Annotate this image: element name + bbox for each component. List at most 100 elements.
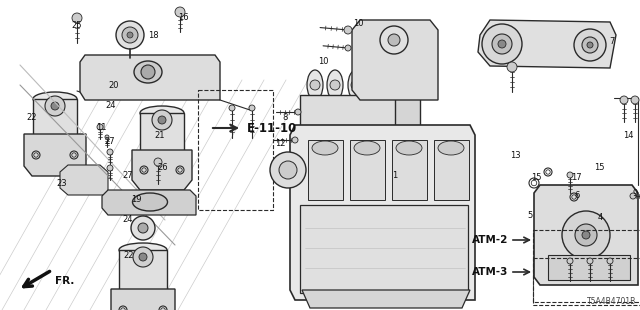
Text: 13: 13 [509, 150, 520, 160]
Text: 6: 6 [574, 192, 580, 201]
Circle shape [97, 124, 103, 130]
Ellipse shape [396, 141, 422, 155]
Circle shape [175, 7, 185, 17]
Circle shape [562, 211, 610, 259]
Circle shape [279, 161, 297, 179]
Text: 17: 17 [571, 174, 581, 183]
Text: 21: 21 [155, 131, 165, 140]
Polygon shape [534, 185, 638, 285]
Circle shape [492, 34, 512, 54]
Polygon shape [290, 125, 475, 300]
Circle shape [229, 105, 235, 111]
Text: 27: 27 [105, 138, 115, 147]
Ellipse shape [33, 92, 77, 106]
Circle shape [351, 80, 361, 90]
Circle shape [105, 135, 109, 139]
Circle shape [107, 149, 113, 155]
Circle shape [587, 42, 593, 48]
Text: ATM-3: ATM-3 [472, 267, 508, 277]
Text: 18: 18 [148, 32, 158, 41]
Circle shape [620, 96, 628, 104]
Circle shape [498, 40, 506, 48]
Text: E-11-10: E-11-10 [247, 122, 297, 135]
Circle shape [270, 152, 306, 188]
Ellipse shape [134, 61, 162, 83]
Circle shape [51, 102, 59, 110]
Bar [300, 205, 468, 293]
Ellipse shape [140, 106, 184, 120]
Circle shape [582, 37, 598, 53]
Circle shape [249, 105, 255, 111]
Text: 14: 14 [623, 131, 633, 140]
Circle shape [567, 258, 573, 264]
Circle shape [116, 21, 144, 49]
Text: ATM-2: ATM-2 [472, 235, 508, 245]
Polygon shape [352, 20, 438, 100]
Ellipse shape [368, 70, 384, 100]
Ellipse shape [348, 70, 364, 100]
Text: 10: 10 [317, 57, 328, 67]
Bar [533, 230, 640, 302]
Circle shape [139, 253, 147, 261]
Circle shape [630, 193, 636, 199]
Text: 24: 24 [123, 215, 133, 224]
Circle shape [45, 96, 65, 116]
Circle shape [587, 258, 593, 264]
Circle shape [567, 172, 573, 178]
Bar [548, 255, 630, 280]
Bar [395, 98, 420, 126]
Text: 27: 27 [123, 170, 133, 179]
Circle shape [152, 110, 172, 130]
Bar [533, 258, 640, 305]
Bar [198, 90, 273, 210]
Text: 26: 26 [157, 163, 168, 172]
Ellipse shape [119, 243, 167, 257]
Circle shape [330, 80, 340, 90]
Bar [119, 250, 167, 294]
Circle shape [631, 96, 639, 104]
Circle shape [131, 216, 155, 240]
Text: 9: 9 [632, 188, 637, 197]
Bar [33, 99, 77, 139]
Bar [140, 113, 184, 155]
Circle shape [574, 29, 606, 61]
Text: T5A4B4701B: T5A4B4701B [587, 297, 636, 306]
Text: 22: 22 [124, 250, 134, 259]
Text: 8: 8 [282, 113, 288, 122]
Text: 15: 15 [594, 162, 604, 171]
Text: 1: 1 [392, 170, 397, 179]
Circle shape [345, 45, 351, 51]
Text: 16: 16 [178, 12, 188, 21]
Text: 23: 23 [57, 179, 67, 188]
Circle shape [154, 158, 162, 166]
Ellipse shape [327, 70, 343, 100]
Text: 4: 4 [597, 214, 603, 223]
Text: 20: 20 [109, 81, 119, 90]
Circle shape [380, 26, 408, 54]
Text: 5: 5 [527, 210, 532, 219]
Circle shape [138, 223, 148, 233]
Text: FR.: FR. [55, 276, 74, 286]
Ellipse shape [438, 141, 464, 155]
Circle shape [507, 62, 517, 72]
Circle shape [127, 32, 133, 38]
Bar [434, 140, 469, 200]
Circle shape [107, 165, 113, 171]
Polygon shape [24, 134, 86, 176]
Text: 11: 11 [96, 123, 106, 132]
Circle shape [310, 80, 320, 90]
Circle shape [292, 137, 298, 143]
Circle shape [482, 24, 522, 64]
Bar [300, 95, 400, 130]
Ellipse shape [307, 70, 323, 100]
Text: 25: 25 [72, 20, 83, 29]
Ellipse shape [132, 193, 168, 211]
Text: 10: 10 [353, 20, 364, 29]
Text: 7: 7 [609, 38, 614, 46]
Circle shape [158, 116, 166, 124]
Circle shape [133, 247, 153, 267]
Circle shape [72, 13, 82, 23]
Polygon shape [80, 55, 220, 100]
Bar [308, 140, 343, 200]
Circle shape [371, 80, 381, 90]
